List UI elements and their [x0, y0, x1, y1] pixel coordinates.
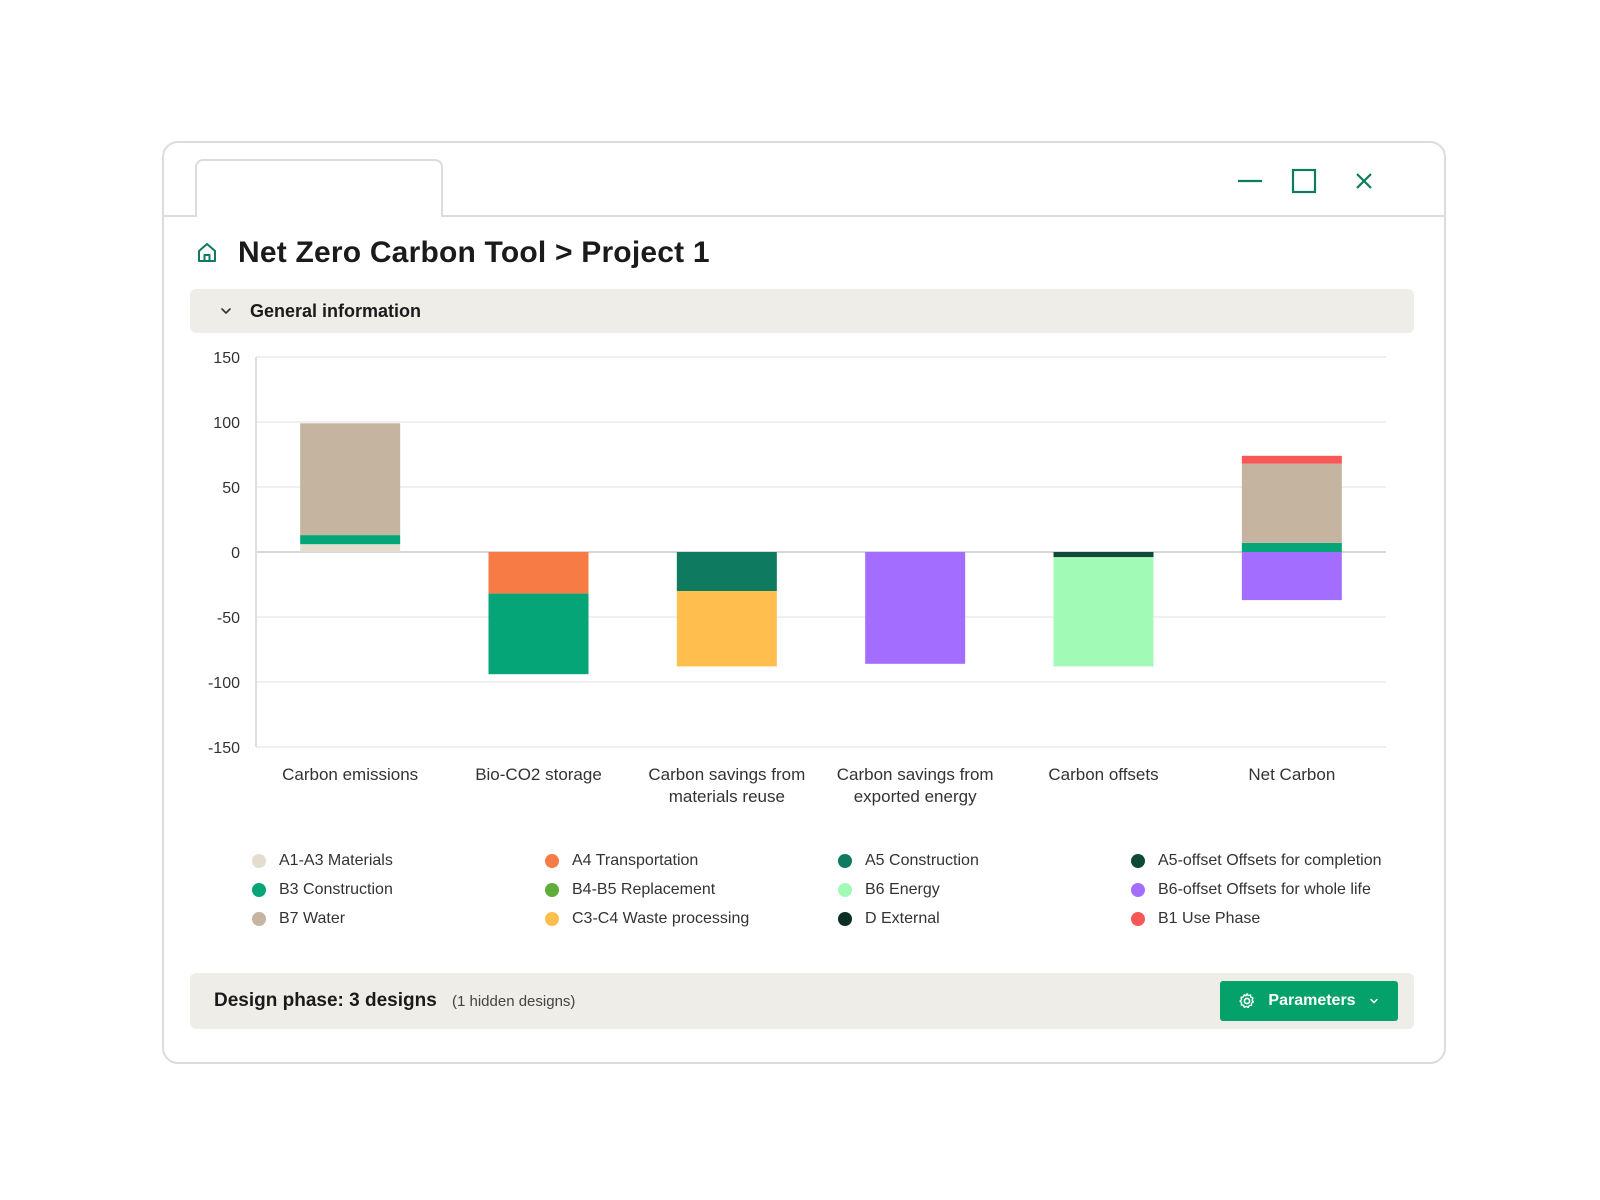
- legend-swatch: [545, 883, 559, 897]
- design-phase-title: Design phase: 3 designs: [214, 990, 437, 1011]
- x-tick-label: Carbon offsets: [1048, 765, 1158, 784]
- y-tick-label: 150: [213, 350, 240, 367]
- parameters-button[interactable]: Parameters: [1220, 981, 1398, 1021]
- chevron-down-icon: [1369, 998, 1378, 1004]
- legend-item[interactable]: B7 Water: [252, 909, 545, 929]
- bar-segment: [488, 552, 589, 594]
- legend-swatch: [545, 912, 559, 926]
- legend-label: B4-B5 Replacement: [572, 881, 716, 898]
- x-tick-label: exported energy: [854, 787, 977, 806]
- x-tick-label: Carbon savings from: [648, 765, 805, 784]
- bar-segment: [300, 535, 401, 545]
- bar-segment: [676, 552, 777, 591]
- chevron-down-icon: [221, 308, 231, 314]
- y-tick-label: 50: [222, 480, 240, 497]
- y-tick-label: 0: [231, 545, 240, 562]
- bar-segment: [1241, 463, 1342, 543]
- legend-item[interactable]: C3-C4 Waste processing: [545, 909, 838, 929]
- bar-segment: [300, 423, 401, 536]
- legend-item[interactable]: B4-B5 Replacement: [545, 880, 838, 900]
- design-phase-bar: Design phase: 3 designs (1 hidden design…: [190, 973, 1414, 1029]
- y-tick-label: -150: [208, 740, 240, 757]
- general-information-toggle[interactable]: General information: [190, 289, 1414, 333]
- window-tab[interactable]: [195, 159, 443, 217]
- legend-label: B3 Construction: [279, 881, 393, 898]
- legend-item[interactable]: B1 Use Phase: [1131, 909, 1424, 929]
- legend-item[interactable]: D External: [838, 909, 1131, 929]
- x-tick-label: materials reuse: [669, 787, 785, 806]
- bar-segment: [1053, 557, 1154, 667]
- y-tick-label: -100: [208, 675, 240, 692]
- legend-swatch: [838, 854, 852, 868]
- legend-swatch: [838, 912, 852, 926]
- app-window: Net Zero Carbon Tool > Project 1 General…: [162, 141, 1446, 1064]
- legend-item[interactable]: B6-offset Offsets for whole life: [1131, 880, 1424, 900]
- x-tick-label: Bio-CO2 storage: [475, 765, 602, 784]
- legend-label: C3-C4 Waste processing: [572, 910, 750, 927]
- bar-segment: [488, 593, 589, 675]
- legend-item[interactable]: A5 Construction: [838, 851, 1131, 871]
- legend-swatch: [838, 883, 852, 897]
- page-header: Net Zero Carbon Tool > Project 1: [194, 231, 710, 275]
- page-title: Net Zero Carbon Tool > Project 1: [238, 236, 710, 269]
- legend-label: B7 Water: [279, 910, 346, 927]
- close-icon[interactable]: [1344, 161, 1384, 201]
- bar-segment: [865, 552, 966, 664]
- chart-legend: A1-A3 Materials A4 Transportation A5 Const…: [252, 851, 1422, 929]
- legend-item[interactable]: B3 Construction: [252, 880, 545, 900]
- legend-label: B6-offset Offsets for whole life: [1158, 881, 1371, 898]
- legend-swatch: [252, 854, 266, 868]
- y-tick-label: 100: [213, 415, 240, 432]
- bar-segment: [1241, 552, 1342, 601]
- legend-label: D External: [865, 910, 940, 927]
- bar-segment: [300, 544, 401, 552]
- maximize-icon[interactable]: [1284, 161, 1324, 201]
- hidden-designs-note: (1 hidden designs): [452, 993, 576, 1010]
- home-icon[interactable]: [194, 240, 220, 266]
- legend-swatch: [1131, 912, 1145, 926]
- bar-segment: [1241, 455, 1342, 464]
- x-tick-label: Net Carbon: [1248, 765, 1335, 784]
- gear-icon: [1239, 993, 1255, 1009]
- y-tick-label: -50: [217, 610, 240, 627]
- parameters-label: Parameters: [1268, 992, 1356, 1009]
- x-tick-label: Carbon emissions: [282, 765, 418, 784]
- legend-label: A4 Transportation: [572, 852, 699, 869]
- legend-label: B6 Energy: [865, 881, 940, 898]
- legend-swatch: [545, 854, 559, 868]
- legend-swatch: [1131, 854, 1145, 868]
- carbon-chart: 150 100 50 0 -50 -100 -150 Carbon emissions Bio-…: [164, 333, 1444, 813]
- title-bar: [164, 143, 1444, 217]
- carbon-chart-svg: 150 100 50 0 -50 -100 -150 Carbon emissions Bio-…: [208, 350, 1386, 806]
- legend-label: A5-offset Offsets for completion: [1158, 852, 1382, 869]
- legend-swatch: [1131, 883, 1145, 897]
- x-tick-label: Carbon savings from: [837, 765, 994, 784]
- legend-item[interactable]: A4 Transportation: [545, 851, 838, 871]
- bar-segment: [1053, 552, 1154, 558]
- legend-item[interactable]: B6 Energy: [838, 880, 1131, 900]
- legend-item[interactable]: A5-offset Offsets for completion: [1131, 851, 1424, 871]
- legend-item[interactable]: A1-A3 Materials: [252, 851, 545, 871]
- legend-label: A1-A3 Materials: [279, 852, 393, 869]
- legend-label: B1 Use Phase: [1158, 910, 1261, 927]
- legend-swatch: [252, 883, 266, 897]
- bar-segment: [676, 591, 777, 667]
- legend-swatch: [252, 912, 266, 926]
- bar-segment: [1241, 542, 1342, 552]
- legend-label: A5 Construction: [865, 852, 979, 869]
- section-title: General information: [250, 300, 422, 321]
- minimize-icon[interactable]: [1230, 161, 1270, 201]
